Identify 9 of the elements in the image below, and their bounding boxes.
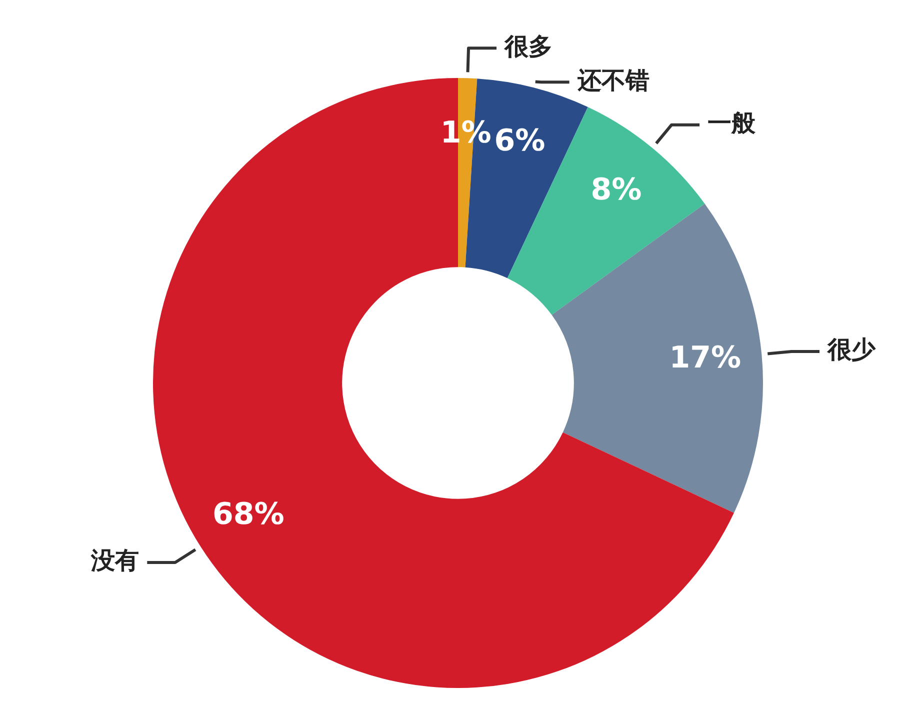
data-label: 8% — [590, 172, 642, 208]
slice-label: 没有 — [90, 546, 140, 575]
slice-label: 很多 — [504, 32, 553, 60]
data-label: 17% — [669, 340, 742, 376]
slice-label: 很少 — [826, 336, 877, 364]
data-label: 6% — [494, 123, 546, 158]
data-label: 68% — [212, 496, 284, 532]
slice-label: 还不错 — [576, 66, 650, 94]
slice-label: 一般 — [708, 109, 757, 138]
